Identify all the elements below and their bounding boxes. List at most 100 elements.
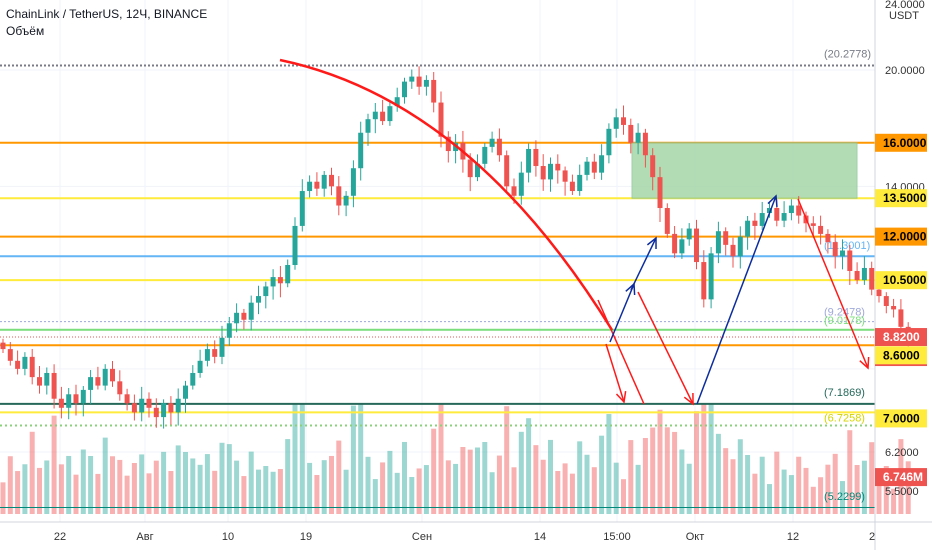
price-tag-bg	[875, 468, 927, 487]
candle-body	[840, 250, 845, 257]
candle-body	[745, 220, 751, 237]
price-tag-bg	[875, 328, 927, 347]
volume-bar	[599, 435, 605, 514]
volume-bar	[58, 464, 64, 514]
red-line-drop	[597, 299, 645, 405]
volume-bar	[591, 467, 597, 514]
volume-bar	[161, 451, 167, 514]
price-tag: 12.0000	[875, 227, 927, 246]
candle-body	[190, 372, 196, 386]
volume-bar	[80, 449, 86, 514]
volume-bar	[7, 456, 13, 514]
target-zone-rect	[631, 142, 858, 199]
candle-body	[847, 250, 853, 271]
candle-body	[569, 181, 575, 192]
price-axis[interactable]: 24.0000 USDT 20.000014.00006.20005.50001…	[874, 0, 927, 550]
candle-body	[832, 242, 838, 257]
blue-arrow-small	[609, 283, 635, 343]
candle-body	[153, 407, 159, 418]
red-arrow-right	[797, 198, 869, 369]
candle-body	[548, 163, 553, 180]
volume-bar	[869, 442, 875, 514]
volume-bar	[818, 477, 824, 514]
candle-body	[621, 117, 626, 125]
time-axis[interactable]: 22 Авг 10 19 Сен 14 15:00 Окт 12 2	[0, 521, 932, 543]
volume-bar	[657, 409, 663, 514]
candle-body	[467, 159, 473, 178]
price-tag-bg	[875, 271, 927, 290]
volume-bar	[372, 479, 378, 514]
volume-bar	[336, 440, 342, 514]
volume-bar	[715, 433, 721, 514]
volume-bar	[767, 484, 772, 514]
volume-bar	[365, 456, 371, 514]
price-tag-value: 10.5000	[883, 273, 927, 287]
volume-bar	[759, 456, 765, 514]
candle-body	[117, 381, 123, 395]
candle-body	[869, 267, 875, 290]
volume-bar	[131, 463, 137, 514]
candle-body	[307, 181, 313, 192]
volume-bar	[22, 464, 28, 514]
candle-body	[810, 223, 816, 226]
chart-legend[interactable]: ChainLink / TetherUS, 12Ч, BINANCE Объём	[6, 6, 207, 40]
candle-body	[438, 102, 444, 137]
candle-body	[555, 163, 561, 171]
symbol-title[interactable]: ChainLink / TetherUS, 12Ч, BINANCE	[6, 7, 208, 21]
candle-body	[664, 208, 670, 234]
candle-body	[219, 337, 225, 357]
candle-body	[606, 128, 612, 156]
candle-body	[131, 403, 137, 413]
candle-body	[445, 136, 451, 152]
price-axis-top-clip: 24.0000	[885, 0, 925, 11]
candle-body	[22, 356, 28, 369]
volume-bar	[358, 404, 364, 514]
candle-body	[292, 225, 298, 265]
candle-body	[66, 394, 72, 408]
volume-bar	[226, 444, 232, 514]
volume-bar	[752, 473, 758, 514]
volume-label[interactable]: Объём	[6, 24, 45, 38]
candle-body	[139, 398, 145, 413]
candle-body	[577, 174, 583, 192]
candle-body	[263, 286, 269, 297]
volume-bar	[402, 441, 407, 514]
price-tag-bg	[875, 133, 927, 152]
candle-body	[175, 398, 181, 413]
candle-body	[562, 170, 568, 182]
time-tick-label: 14	[534, 531, 546, 543]
volume-bar	[526, 418, 532, 514]
volume-bar	[621, 479, 626, 514]
volume-bar	[788, 475, 794, 514]
volume-bar	[504, 406, 510, 514]
volume-bar	[832, 453, 838, 514]
price-tag: 8.8200	[875, 328, 927, 347]
volume-bar	[562, 463, 568, 514]
target-zone-layer[interactable]	[631, 142, 858, 199]
volume-bar	[584, 454, 590, 514]
volume-bar	[606, 414, 612, 514]
price-axis-currency: USDT	[889, 10, 919, 22]
candle-body	[95, 377, 101, 386]
volume-bar	[694, 411, 699, 514]
volume-bar	[314, 474, 320, 514]
volume-bar	[555, 471, 561, 514]
volume-bar	[51, 415, 57, 514]
volume-bar	[635, 464, 641, 514]
candle-body	[37, 377, 42, 386]
candle-body	[672, 233, 678, 254]
drawing-annotations[interactable]	[279, 58, 870, 406]
volume-bar	[445, 460, 451, 514]
bracket-label: (6.7258)	[824, 412, 865, 424]
price-tick-label: 5.5000	[885, 486, 919, 498]
price-tag-value: 13.5000	[883, 191, 927, 205]
horizontal-levels[interactable]: (20.2778)(11.3001)(9.2478)(9.0178)(7.186…	[0, 49, 875, 508]
volume-bar	[190, 458, 196, 514]
candle-body	[350, 168, 356, 196]
candle-body	[584, 161, 590, 175]
volume-bar	[219, 442, 225, 514]
candle-body	[796, 205, 802, 216]
volume-bar	[847, 430, 853, 514]
price-tag: 13.5000	[875, 189, 927, 208]
